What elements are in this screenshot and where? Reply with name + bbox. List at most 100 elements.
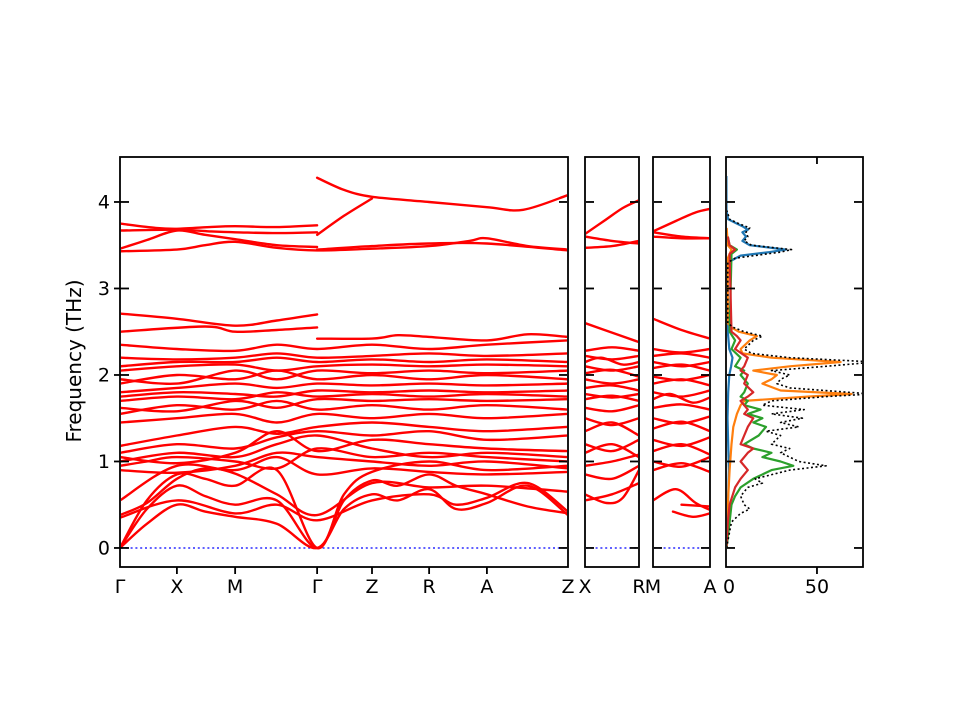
phonon-band-line [654, 436, 709, 448]
phonon-band-line [654, 389, 709, 398]
phonon-band-line [121, 369, 567, 385]
phonon-band-line [654, 392, 709, 404]
y-axis-label: Frequency (THz) [62, 279, 86, 443]
total-dos-curve [727, 210, 862, 549]
phonon-band-line [654, 347, 709, 354]
phonon-band-line [654, 415, 709, 425]
phonon-band-line [315, 176, 567, 212]
phonon-band-line [654, 363, 709, 372]
x-tick-label: Γ [115, 576, 126, 598]
phonon-band-line [586, 354, 638, 361]
phonon-band-line [121, 484, 567, 550]
phonon-band-line [121, 356, 567, 368]
phonon-band-line [121, 429, 567, 465]
phonon-band-line [654, 461, 709, 473]
x-tick-label: A [704, 576, 717, 598]
phonon-band-line [121, 429, 567, 454]
phonon-band-line [121, 391, 567, 403]
phonon-band-line [121, 228, 319, 235]
dos-x-tick-label: 0 [723, 576, 735, 598]
phonon-band-line [121, 451, 567, 475]
phonon-band-line [654, 442, 709, 456]
phonon-band-line [654, 235, 709, 240]
phonon-band-line [586, 199, 638, 235]
phonon-band-line [586, 356, 638, 366]
phonon-band-line [121, 352, 567, 361]
phonon-band-line [121, 481, 567, 522]
x-tick-label: Z [365, 576, 378, 598]
phonon-band-line [121, 434, 567, 463]
phonon-band-line [586, 421, 638, 437]
y-tick-label: 3 [98, 278, 110, 300]
phonon-band-line [121, 399, 567, 415]
phonon-band-line [654, 352, 709, 359]
phonon-band-line [586, 417, 638, 427]
phonon-band-line [315, 197, 374, 237]
y-tick-label: 4 [98, 191, 110, 213]
panel-frame-dos [725, 156, 864, 568]
y-tick-label: 1 [98, 451, 110, 473]
dos-group [727, 175, 862, 549]
phonon-band-line [121, 466, 567, 517]
x-tick-label: M [645, 576, 661, 598]
band-group-ma [654, 207, 709, 519]
phonon-band-line [654, 420, 709, 433]
phonon-band-line [680, 503, 709, 508]
y-tick-label: 2 [98, 364, 110, 386]
phonon-band-line [586, 438, 638, 453]
phonon-band-line [121, 389, 567, 398]
x-tick-label: X [578, 576, 591, 598]
phonon-band-line [654, 378, 709, 387]
phonon-band-line [586, 239, 638, 249]
panel-frame-xr [584, 156, 640, 568]
phonon-band-line [586, 482, 638, 502]
panel-frame-main [119, 156, 569, 568]
phonon-band-line [586, 392, 638, 399]
phonon-band-line [671, 510, 709, 519]
phonon-band-line [654, 403, 709, 411]
x-tick-label: Γ [312, 576, 323, 598]
phonon-band-line [121, 421, 567, 447]
phonon-band-line [586, 442, 638, 458]
dos-x-tick-label: 50 [805, 576, 829, 598]
y-tick-label: 0 [98, 537, 110, 559]
phonon-band-line [654, 360, 709, 368]
phonon-band-line [586, 322, 638, 344]
phonon-band-line [121, 312, 319, 327]
phonon-band-line [121, 222, 319, 231]
projected-dos-4-curve [727, 236, 755, 549]
phonon-band-line [654, 207, 709, 233]
phonon-band-line [121, 229, 319, 250]
phonon-band-line [121, 363, 567, 372]
band-group-xr [586, 199, 638, 505]
phonon-band-line [586, 404, 638, 413]
phonon-band-line [121, 236, 567, 253]
phonon-band-line [121, 447, 567, 471]
x-tick-label: Z [561, 576, 574, 598]
band-group-main [121, 176, 567, 550]
phonon-band-line [315, 241, 567, 252]
phonon-band-line [121, 397, 567, 413]
phonon-band-line [586, 384, 638, 392]
x-tick-label: R [632, 576, 645, 598]
projected-dos-1-curve [727, 175, 788, 549]
phonon-band-line [315, 333, 567, 342]
phonon-band-line [121, 339, 567, 353]
panel-frame-ma [652, 156, 711, 568]
projected-dos-3-curve [727, 236, 795, 549]
phonon-band-line [586, 464, 638, 481]
phonon-band-line [586, 346, 638, 352]
phonon-band-line [586, 453, 638, 467]
x-tick-label: R [423, 576, 436, 598]
phonon-band-line [121, 460, 567, 550]
phonon-band-line [586, 378, 638, 385]
phonon-band-line [654, 456, 709, 468]
phonon-band-line [121, 412, 567, 424]
phonon-band-line [586, 394, 638, 402]
x-tick-label: X [170, 576, 183, 598]
phonon-band-line [654, 488, 709, 511]
phonon-band-line [121, 325, 319, 334]
phonon-band-line [121, 382, 567, 394]
